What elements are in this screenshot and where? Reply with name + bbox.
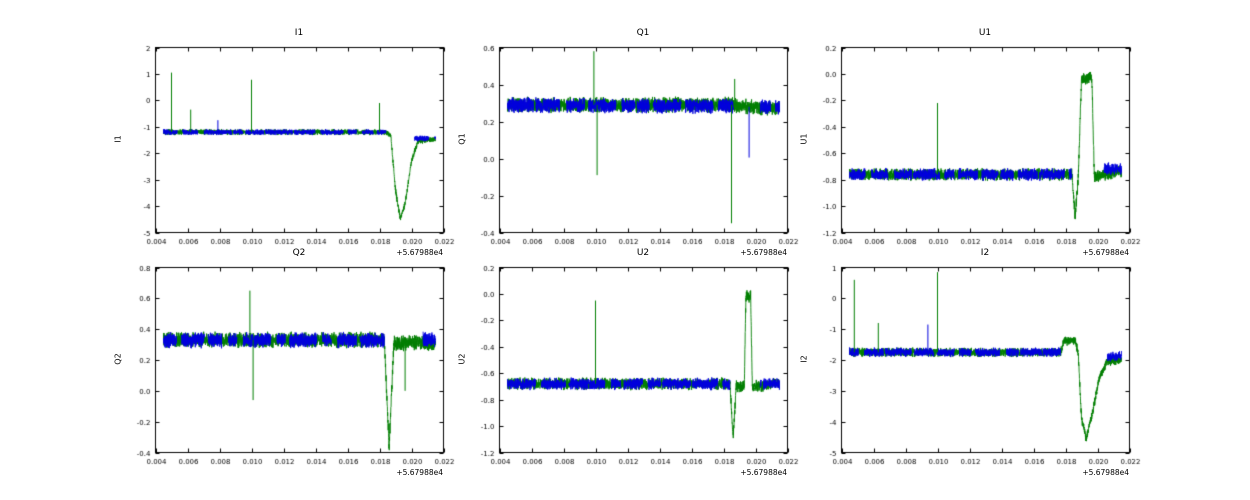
plot-title-u1: U1 [978, 28, 992, 38]
plot-title-i1: I1 [294, 28, 304, 38]
plot-canvas-u1 [786, 20, 1144, 280]
plot-canvas-u2 [444, 240, 802, 500]
plot-title-q2: Q2 [292, 248, 306, 258]
subplot-q2: Q2 Q2 +5.67988e4 [100, 240, 458, 500]
x-offset-label-u2: +5.67988e4 [740, 468, 787, 477]
plot-canvas-i2 [786, 240, 1144, 500]
y-axis-label-u1: U1 [799, 133, 809, 145]
subplot-u2: U2 U2 +5.67988e4 [444, 240, 802, 500]
y-axis-label-q2: Q2 [113, 353, 123, 365]
plot-title-i2: I2 [980, 248, 990, 258]
subplot-u1: U1 U1 +5.67988e4 [786, 20, 1144, 280]
y-axis-label-u2: U2 [457, 353, 467, 365]
y-axis-label-i1: I1 [113, 135, 123, 143]
plot-canvas-i1 [100, 20, 458, 280]
x-offset-label-q2: +5.67988e4 [396, 468, 443, 477]
x-offset-label-i2: +5.67988e4 [1082, 468, 1129, 477]
plot-canvas-q2 [100, 240, 458, 500]
plot-canvas-q1 [444, 20, 802, 280]
subplot-i2: I2 I2 +5.67988e4 [786, 240, 1144, 500]
y-axis-label-q1: Q1 [457, 133, 467, 145]
subplot-q1: Q1 Q1 +5.67988e4 [444, 20, 802, 280]
plot-title-q1: Q1 [636, 28, 650, 38]
plot-title-u2: U2 [636, 248, 650, 258]
subplot-i1: I1 I1 +5.67988e4 [100, 20, 458, 280]
y-axis-label-i2: I2 [799, 355, 809, 363]
